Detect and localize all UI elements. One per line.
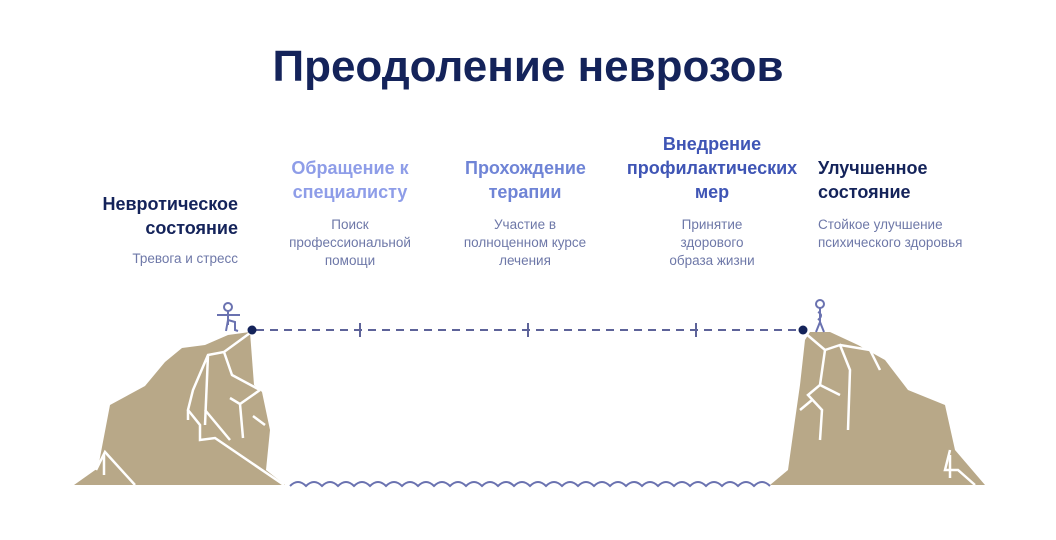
step-desc: Тревога и стресс xyxy=(132,251,238,266)
right-cliff xyxy=(770,332,985,486)
step-specialist: Обращение к специалисту Поиск профессион… xyxy=(255,156,445,270)
end-dot xyxy=(798,325,808,335)
step-heading: Обращение к специалисту xyxy=(291,158,409,202)
figure-start-icon xyxy=(217,302,240,332)
step-heading: Невротическое состояние xyxy=(102,194,238,238)
step-heading: Прохождение терапии xyxy=(465,158,586,202)
progress-path xyxy=(247,323,808,337)
step-heading: Улучшенное состояние xyxy=(818,158,928,202)
step-prevention: Внедрение профилактических мер Принятие … xyxy=(617,132,807,270)
step-desc: Стойкое улучшение психического здоровья xyxy=(818,217,963,250)
figure-end-icon xyxy=(815,299,825,333)
page-title: Преодоление неврозов xyxy=(272,42,784,91)
step-start: Невротическое состояние Тревога и стресс xyxy=(48,192,238,268)
start-dot xyxy=(247,325,257,335)
step-desc: Участие в полноценном курсе лечения xyxy=(463,217,587,268)
step-improved: Улучшенное состояние Стойкое улучшение п… xyxy=(818,156,978,252)
left-cliff xyxy=(74,331,285,487)
water-waves xyxy=(289,481,771,488)
step-therapy: Прохождение терапии Участие в полноценно… xyxy=(430,156,620,270)
step-desc: Поиск профессиональной помощи xyxy=(289,217,411,268)
step-desc: Принятие здорового образа жизни xyxy=(669,217,755,268)
step-heading: Внедрение профилактических мер xyxy=(626,134,798,202)
